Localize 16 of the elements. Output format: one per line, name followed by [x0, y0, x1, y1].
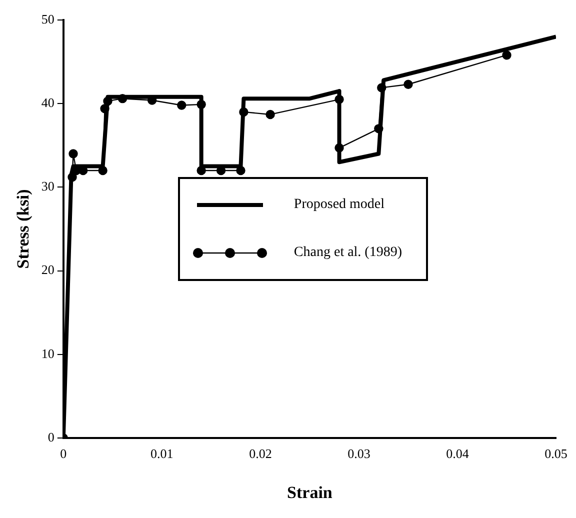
- y-axis-title: Stress (ksi): [14, 189, 33, 269]
- y-tick-label: 10: [41, 346, 54, 361]
- y-tick-label: 50: [41, 11, 54, 26]
- y-tick-label: 20: [41, 262, 54, 278]
- x-tick-label: 0: [60, 446, 67, 462]
- y-tick-label: 40: [41, 95, 54, 110]
- x-tick-label: 0.05: [544, 446, 568, 462]
- legend-label: Proposed model: [294, 197, 385, 213]
- x-tick-label: 0.02: [249, 446, 272, 462]
- x-tick-label: 0.03: [348, 446, 370, 462]
- x-axis-title: Strain: [287, 483, 333, 502]
- x-tick-label: 0.01: [150, 446, 174, 462]
- x-tick-label: 0.04: [446, 446, 470, 462]
- y-tick-label: 30: [41, 178, 54, 194]
- legend-label: Chang et al. (1989): [294, 245, 402, 261]
- y-tick-label: 0: [48, 429, 54, 444]
